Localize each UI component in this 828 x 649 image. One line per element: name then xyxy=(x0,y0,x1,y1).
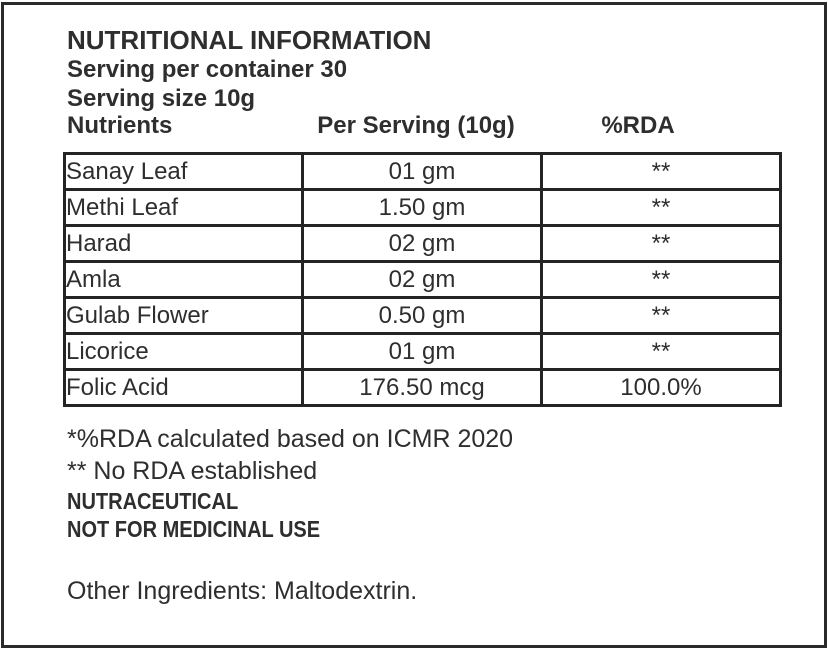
table-column-headers: Nutrients Per Serving (10g) %RDA xyxy=(0,112,828,141)
nutrient-cell: Folic Acid xyxy=(63,368,304,407)
nutrient-cell: Harad xyxy=(63,224,304,263)
no-rda-footnote: ** No RDA established xyxy=(67,457,318,485)
per-serving-cell: 01 gm xyxy=(301,332,543,371)
table-row: Methi Leaf 1.50 gm ** xyxy=(63,188,782,227)
per-serving-cell: 0.50 gm xyxy=(301,296,543,335)
table-row: Folic Acid 176.50 mcg 100.0% xyxy=(63,368,782,407)
rda-cell: ** xyxy=(540,332,782,371)
column-header-rda: %RDA xyxy=(601,112,675,139)
per-serving-cell: 02 gm xyxy=(301,260,543,299)
rda-cell: ** xyxy=(540,152,782,191)
footnotes: *%RDA calculated based on ICMR 2020 ** N… xyxy=(67,423,513,543)
per-serving-cell: 176.50 mcg xyxy=(301,368,543,407)
table-row: Sanay Leaf 01 gm ** xyxy=(63,152,782,191)
table-row: Harad 02 gm ** xyxy=(63,224,782,263)
per-serving-cell: 02 gm xyxy=(301,224,543,263)
nutrient-cell: Licorice xyxy=(63,332,304,371)
rda-cell: ** xyxy=(540,260,782,299)
per-serving-cell: 1.50 gm xyxy=(301,188,543,227)
per-serving-cell: 01 gm xyxy=(301,152,543,191)
nutrient-cell: Gulab Flower xyxy=(63,296,304,335)
nutrition-table: Sanay Leaf 01 gm ** Methi Leaf 1.50 gm *… xyxy=(63,152,782,407)
table-row: Gulab Flower 0.50 gm ** xyxy=(63,296,782,335)
rda-cell: ** xyxy=(540,296,782,335)
label-title: NUTRITIONAL INFORMATION xyxy=(67,25,432,55)
nutrient-cell: Methi Leaf xyxy=(63,188,304,227)
category-label: NUTRACEUTICAL xyxy=(67,488,239,514)
other-ingredients: Other Ingredients: Maltodextrin. xyxy=(67,577,418,605)
serving-size: Serving size 10g xyxy=(67,85,256,112)
nutrient-cell: Amla xyxy=(63,260,304,299)
column-header-nutrients: Nutrients xyxy=(67,112,173,139)
table-row: Amla 02 gm ** xyxy=(63,260,782,299)
rda-footnote: *%RDA calculated based on ICMR 2020 xyxy=(67,425,514,453)
table-row: Licorice 01 gm ** xyxy=(63,332,782,371)
label-header: NUTRITIONAL INFORMATION Serving per cont… xyxy=(67,25,431,113)
rda-cell: 100.0% xyxy=(540,368,782,407)
nutrient-cell: Sanay Leaf xyxy=(63,152,304,191)
rda-cell: ** xyxy=(540,224,782,263)
column-header-per-serving: Per Serving (10g) xyxy=(317,112,515,139)
serving-per-container: Serving per container 30 xyxy=(67,56,348,83)
medicinal-disclaimer: NOT FOR MEDICINAL USE xyxy=(67,516,321,542)
rda-cell: ** xyxy=(540,188,782,227)
